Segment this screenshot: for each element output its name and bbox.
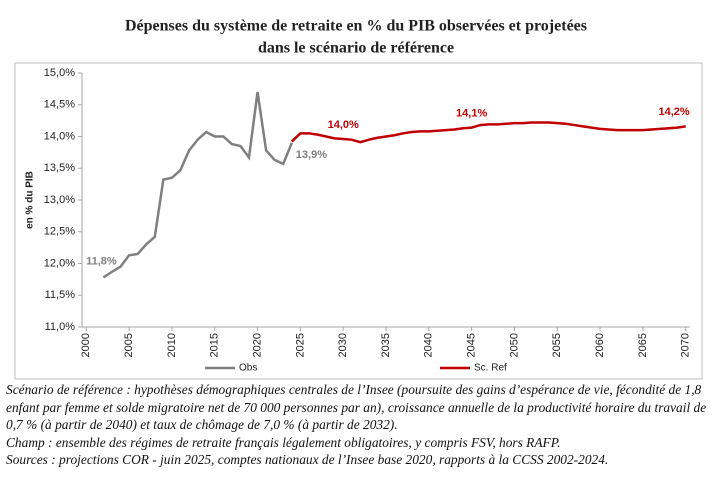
x-tick-label: 2055 [551,333,563,357]
y-tick-label: 12,5% [44,226,75,238]
y-tick-label: 11,0% [45,321,76,333]
data-label: 14,0% [328,119,359,131]
notes: Scénario de référence : hypothèses démog… [6,381,710,469]
chart-frame [14,62,703,380]
y-tick-label: 14,0% [44,130,75,142]
x-tick-label: 2000 [80,333,92,357]
legend-label: Sc. Ref [474,363,507,374]
x-tick-label: 2025 [294,333,306,357]
x-tick-label: 2035 [380,333,392,357]
note: Sources : projections COR - juin 2025, c… [6,452,609,467]
series-line [290,121,686,144]
x-tick-label: 2060 [594,333,606,357]
series-line [102,91,293,279]
x-tick-label: 2050 [508,333,520,357]
data-label: 14,2% [659,106,690,118]
data-label: 14,1% [456,108,487,120]
data-label: 11,8% [86,255,117,267]
note: Scénario de référence : hypothèses démog… [6,382,707,432]
y-tick-label: 15,0% [44,67,75,79]
data-label: 13,9% [296,149,327,161]
chart-title: Dépenses du système de retraite en % du … [125,18,587,35]
y-axis-label: en % du PIB [25,171,36,229]
x-tick-label: 2015 [209,333,221,357]
x-tick-label: 2070 [680,333,692,357]
x-tick-label: 2045 [466,333,478,357]
y-tick-label: 11,5% [45,289,76,301]
y-tick-label: 13,0% [44,194,75,206]
x-tick-label: 2010 [166,333,178,357]
y-tick-label: 14,5% [44,99,75,111]
chart: Dépenses du système de retraite en % du … [14,18,703,380]
x-tick-label: 2030 [337,333,349,357]
legend-label: Obs [239,363,257,374]
y-tick-label: 13,5% [44,162,75,174]
x-tick-label: 2040 [423,333,435,357]
x-tick-label: 2020 [251,333,263,357]
x-tick-label: 2005 [123,333,135,357]
chart-subtitle: dans le scénario de référence [258,40,454,57]
note: Champ : ensemble des régimes de retraite… [6,434,561,450]
x-tick-label: 2065 [637,333,649,357]
y-tick-label: 12,0% [44,257,75,269]
